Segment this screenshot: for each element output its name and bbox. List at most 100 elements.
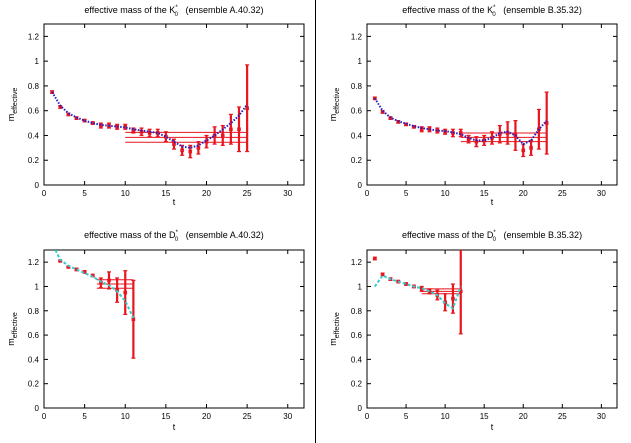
- data-point: [107, 278, 111, 283]
- title-main: effective mass of the D: [84, 230, 176, 240]
- data-point: [204, 139, 209, 144]
- x-tick-label: 5: [404, 412, 409, 421]
- chart-panel-3: effective mass of the D* 0 (ensemble A.40…: [6, 230, 305, 432]
- x-tick-label: 0: [42, 412, 47, 421]
- plot-area: [372, 91, 549, 158]
- data-point: [380, 272, 385, 277]
- plot-area: [54, 250, 136, 359]
- data-point: [220, 133, 225, 138]
- x-tick-label: 10: [121, 189, 130, 198]
- data-point: [419, 127, 424, 132]
- data-point: [155, 131, 160, 135]
- y-tick-label: 1.2: [351, 258, 363, 267]
- x-axis-label: t: [491, 197, 494, 207]
- chart-panel-1: effective mass of the K* 0 (ensemble A.40…: [6, 5, 305, 207]
- x-tick-label: 25: [558, 412, 567, 421]
- y-axis-label: meffective: [6, 88, 19, 122]
- data-point: [490, 136, 494, 140]
- y-tick-label: 0: [35, 181, 40, 190]
- plot-frame: [43, 249, 305, 409]
- y-label-sub: effective: [12, 88, 19, 114]
- x-tick-label: 15: [161, 412, 170, 421]
- data-point: [123, 290, 128, 295]
- chart-title: effective mass of the K* 0 (ensemble A.40…: [84, 5, 263, 18]
- fit-curve: [54, 250, 135, 319]
- x-tick-label: 0: [365, 189, 370, 198]
- y-tick-label: 0.6: [351, 107, 363, 116]
- data-point: [74, 267, 79, 272]
- data-point: [529, 146, 533, 150]
- y-tick-label: 1: [35, 57, 40, 66]
- data-point: [66, 265, 71, 269]
- y-label-main: m: [328, 114, 338, 122]
- y-axis-label: meffective: [328, 88, 341, 122]
- data-point: [82, 118, 87, 123]
- chart-title: effective mass of the D* 0 (ensemble A.40…: [84, 230, 264, 243]
- panel-divider: [315, 0, 316, 443]
- data-point: [164, 134, 168, 139]
- y-tick-label: 0.6: [28, 107, 40, 116]
- title-tail: (ensemble B.35.32): [496, 5, 582, 15]
- fit-curve: [51, 91, 248, 149]
- y-tick-label: 0: [358, 181, 363, 190]
- y-tick-label: 0.2: [351, 380, 363, 389]
- plot-area: [50, 64, 250, 159]
- y-label-sub: effective: [12, 312, 19, 338]
- y-tick-label: 0.6: [28, 331, 40, 340]
- title-main: effective mass of the K: [84, 5, 175, 15]
- data-point: [521, 148, 526, 153]
- plot-frame: [366, 249, 618, 409]
- x-tick-label: 20: [519, 189, 528, 198]
- data-point: [131, 317, 136, 322]
- data-point: [435, 128, 440, 133]
- x-tick-label: 5: [82, 189, 87, 198]
- data-point: [458, 289, 463, 294]
- data-point: [147, 131, 152, 135]
- y-tick-label: 0: [35, 404, 40, 413]
- fit-curve: [373, 97, 548, 146]
- title-subscript: 0: [493, 237, 497, 243]
- x-axis-label: t: [173, 197, 176, 207]
- x-tick-label: 10: [121, 412, 130, 421]
- y-tick-label: 1: [358, 57, 363, 66]
- plot-area: [372, 250, 463, 335]
- data-point: [474, 139, 479, 144]
- data-point: [172, 142, 176, 146]
- data-point: [466, 137, 471, 141]
- x-tick-label: 25: [558, 189, 567, 198]
- data-point: [180, 148, 184, 153]
- y-tick-label: 0.4: [28, 355, 40, 364]
- title-tail: (ensemble B.35.32): [496, 230, 582, 240]
- x-axis-label: t: [173, 422, 176, 432]
- y-tick-label: 0.4: [28, 131, 40, 140]
- data-point: [90, 121, 95, 125]
- y-label-main: m: [328, 338, 338, 346]
- data-point: [123, 124, 128, 129]
- data-point: [237, 127, 241, 132]
- x-tick-label: 30: [283, 412, 292, 421]
- data-point: [188, 149, 193, 154]
- data-point: [58, 259, 63, 263]
- data-point: [115, 124, 119, 129]
- y-tick-label: 0.2: [351, 156, 363, 165]
- y-tick-label: 1.2: [28, 32, 40, 41]
- title-superscript: *: [493, 5, 496, 11]
- x-tick-label: 30: [597, 189, 606, 198]
- y-tick-label: 0.6: [351, 331, 363, 340]
- y-tick-label: 0.2: [28, 380, 40, 389]
- y-label-sub: effective: [334, 312, 341, 338]
- y-tick-label: 0.2: [28, 156, 40, 165]
- data-point: [419, 287, 424, 291]
- y-tick-label: 1: [358, 282, 363, 291]
- data-point: [451, 296, 455, 301]
- data-point: [482, 138, 486, 143]
- y-tick-label: 0.8: [28, 82, 40, 91]
- title-subscript: 0: [175, 12, 179, 18]
- y-tick-label: 1.2: [351, 32, 363, 41]
- data-point: [373, 256, 377, 261]
- data-point: [131, 128, 136, 133]
- data-point: [427, 289, 432, 294]
- y-tick-label: 0.8: [351, 82, 363, 91]
- data-point: [82, 270, 87, 274]
- y-tick-label: 0.4: [351, 131, 363, 140]
